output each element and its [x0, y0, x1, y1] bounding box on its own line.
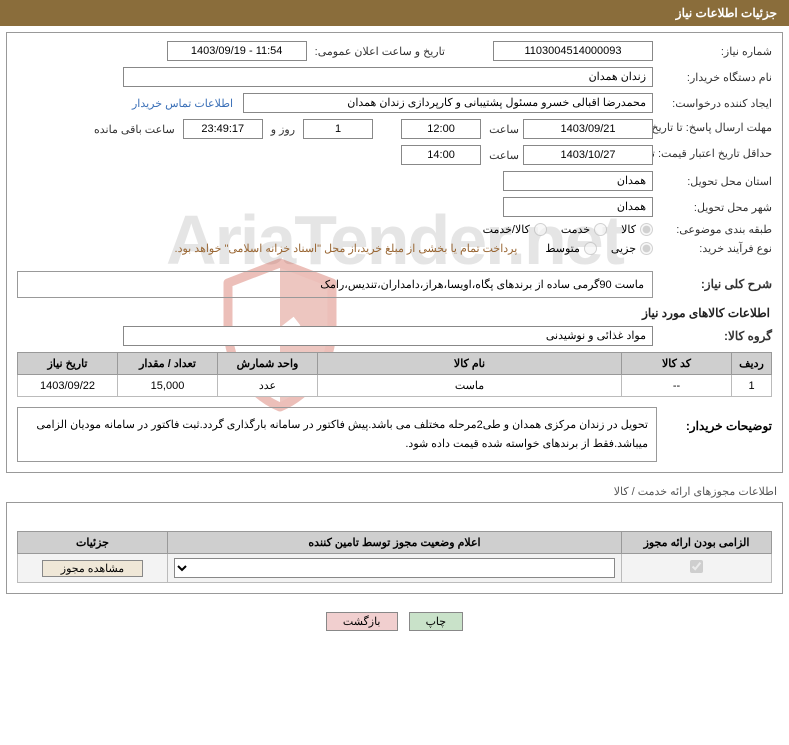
need-number-label: شماره نیاز:: [657, 45, 772, 58]
cell-row: 1: [732, 375, 772, 397]
buyer-org-label: نام دستگاه خریدار:: [657, 71, 772, 84]
cell-unit: عدد: [218, 375, 318, 397]
province-label: استان محل تحویل:: [657, 175, 772, 188]
remaining-suffix: ساعت باقی مانده: [90, 123, 179, 136]
radio-goods-service-label: کالا/خدمت: [483, 223, 530, 236]
summary-label: شرح کلی نیاز:: [657, 271, 772, 291]
permits-section-title: اطلاعات مجوزهای ارائه خدمت / کالا: [0, 481, 789, 498]
time-label-2: ساعت: [485, 149, 519, 162]
page-title: جزئیات اطلاعات نیاز: [676, 6, 777, 20]
col-date: تاریخ نیاز: [18, 353, 118, 375]
radio-medium-input[interactable]: [584, 242, 597, 255]
permit-mandatory-cell: [622, 554, 772, 583]
buyer-desc-box: تحویل در زندان مرکزی همدان و طی2مرحله مخ…: [17, 407, 657, 462]
response-date-value: 1403/09/21: [523, 119, 653, 139]
city-label: شهر محل تحویل:: [657, 201, 772, 214]
time-remaining-value: 23:49:17: [183, 119, 263, 139]
radio-goods-service-input[interactable]: [534, 223, 547, 236]
process-radio-group: جزیی متوسط: [545, 242, 653, 255]
col-code: کد کالا: [622, 353, 732, 375]
cell-qty: 15,000: [118, 375, 218, 397]
radio-goods-input[interactable]: [640, 223, 653, 236]
col-row: ردیف: [732, 353, 772, 375]
response-time-value: 12:00: [401, 119, 481, 139]
days-remaining-value: 1: [303, 119, 373, 139]
process-label: نوع فرآیند خرید:: [657, 242, 772, 255]
view-permit-button[interactable]: مشاهده مجوز: [42, 560, 143, 577]
action-buttons-row: چاپ بازگشت: [0, 602, 789, 635]
radio-service-input[interactable]: [594, 223, 607, 236]
cell-name: ماست: [318, 375, 622, 397]
summary-text: ماست 90گرمی ساده از برندهای پگاه،اویسا،ه…: [320, 279, 644, 291]
radio-medium-label: متوسط: [545, 242, 580, 255]
radio-partial-label: جزیی: [611, 242, 636, 255]
permit-col-details: جزئیات: [18, 532, 168, 554]
radio-service-label: خدمت: [561, 223, 590, 236]
validity-date-value: 1403/10/27: [523, 145, 653, 165]
cell-code: --: [622, 375, 732, 397]
col-qty: تعداد / مقدار: [118, 353, 218, 375]
main-info-section: شماره نیاز: 1103004514000093 تاریخ و ساع…: [6, 32, 783, 473]
radio-partial-input[interactable]: [640, 242, 653, 255]
buyer-contact-link[interactable]: اطلاعات تماس خریدار: [126, 97, 239, 110]
print-button[interactable]: چاپ: [409, 612, 464, 631]
col-unit: واحد شمارش: [218, 353, 318, 375]
permit-col-status: اعلام وضعیت مجوز توسط تامین کننده: [168, 532, 622, 554]
buyer-desc-text: تحویل در زندان مرکزی همدان و طی2مرحله مخ…: [36, 419, 648, 450]
buyer-org-value: زندان همدان: [123, 67, 653, 87]
permit-mandatory-checkbox: [690, 560, 703, 573]
col-name: نام کالا: [318, 353, 622, 375]
requester-value: محمدرضا اقبالی خسرو مسئول پشتیبانی و کار…: [243, 93, 653, 113]
category-label: طبقه بندی موضوعی:: [657, 223, 772, 236]
category-radio-group: کالا خدمت کالا/خدمت: [483, 223, 653, 236]
radio-goods[interactable]: کالا: [621, 223, 653, 236]
province-value: همدان: [503, 171, 653, 191]
city-value: همدان: [503, 197, 653, 217]
announce-value: 1403/09/19 - 11:54: [167, 41, 307, 61]
need-number-value: 1103004514000093: [493, 41, 653, 61]
goods-group-value: مواد غذائی و نوشیدنی: [123, 326, 653, 346]
response-deadline-label: مهلت ارسال پاسخ: تا تاریخ:: [657, 122, 772, 135]
radio-service[interactable]: خدمت: [561, 223, 607, 236]
permit-details-cell: مشاهده مجوز: [18, 554, 168, 583]
permits-table: الزامی بودن ارائه مجوز اعلام وضعیت مجوز …: [17, 531, 772, 583]
validity-label: حداقل تاریخ اعتبار قیمت: تا تاریخ:: [657, 148, 772, 161]
page-title-bar: جزئیات اطلاعات نیاز: [0, 0, 789, 26]
permits-section: الزامی بودن ارائه مجوز اعلام وضعیت مجوز …: [6, 502, 783, 594]
announce-label: تاریخ و ساعت اعلان عمومی:: [311, 45, 445, 58]
radio-medium[interactable]: متوسط: [545, 242, 597, 255]
permit-status-cell: [168, 554, 622, 583]
goods-group-label: گروه کالا:: [657, 329, 772, 343]
goods-table: ردیف کد کالا نام کالا واحد شمارش تعداد /…: [17, 352, 772, 397]
requester-label: ایجاد کننده درخواست:: [657, 97, 772, 110]
radio-goods-label: کالا: [621, 223, 636, 236]
cell-date: 1403/09/22: [18, 375, 118, 397]
goods-section-title: اطلاعات کالاهای مورد نیاز: [19, 306, 770, 320]
radio-partial[interactable]: جزیی: [611, 242, 653, 255]
summary-box: ماست 90گرمی ساده از برندهای پگاه،اویسا،ه…: [17, 271, 653, 298]
validity-time-value: 14:00: [401, 145, 481, 165]
radio-goods-service[interactable]: کالا/خدمت: [483, 223, 547, 236]
permit-row: مشاهده مجوز: [18, 554, 772, 583]
back-button[interactable]: بازگشت: [326, 612, 398, 631]
time-label-1: ساعت: [485, 123, 519, 136]
permit-status-select[interactable]: [174, 558, 615, 578]
buyer-desc-label: توضیحات خریدار:: [657, 407, 772, 462]
payment-note: پرداخت تمام یا بخشی از مبلغ خرید،از محل …: [175, 242, 518, 255]
days-word: روز و: [267, 123, 299, 136]
table-row: 1 -- ماست عدد 15,000 1403/09/22: [18, 375, 772, 397]
permit-col-mandatory: الزامی بودن ارائه مجوز: [622, 532, 772, 554]
